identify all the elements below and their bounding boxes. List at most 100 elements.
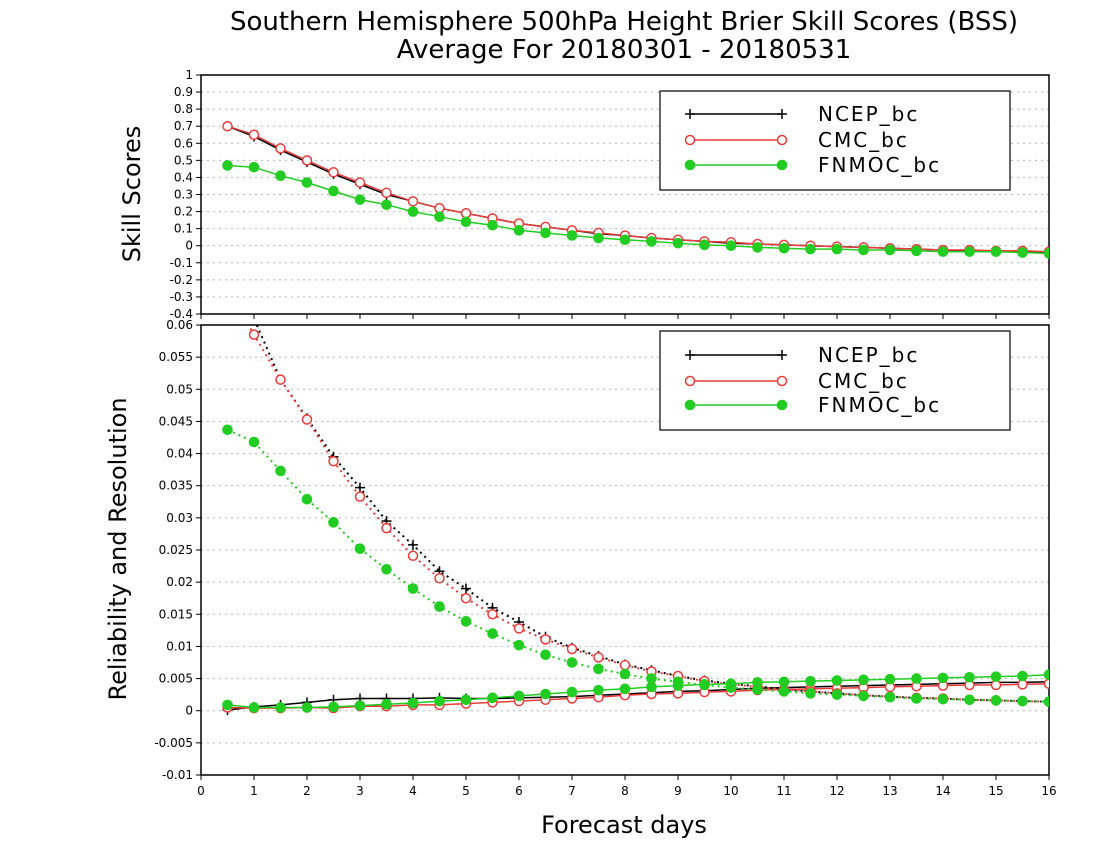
data-point — [725, 682, 737, 693]
x-tick-label: 12 — [829, 784, 844, 798]
data-point — [937, 246, 949, 257]
x-tick-label: 9 — [674, 784, 682, 798]
data-point — [990, 695, 1002, 706]
y-tick-label: 0.04 — [166, 447, 193, 461]
data-point — [407, 550, 419, 562]
data-point — [593, 652, 604, 663]
data-point — [381, 199, 392, 211]
x-tick-label: 6 — [515, 784, 523, 798]
data-point — [672, 237, 684, 249]
y-tick-label: 0.035 — [159, 479, 193, 493]
data-point — [328, 701, 339, 713]
data-point — [858, 244, 869, 256]
data-point — [937, 672, 949, 684]
y-tick-label: 0.045 — [159, 414, 193, 428]
data-point — [990, 246, 1002, 257]
x-tick-label: 3 — [356, 784, 364, 798]
legend-marker — [685, 109, 695, 119]
data-point — [487, 219, 498, 231]
data-point — [540, 649, 551, 661]
data-point — [911, 245, 922, 257]
data-point — [540, 227, 551, 239]
x-tick-label: 15 — [988, 784, 1003, 798]
data-point — [407, 697, 419, 709]
data-point — [354, 700, 366, 711]
data-point — [434, 211, 445, 222]
data-point — [407, 206, 419, 217]
y-tick-label: 0.3 — [174, 188, 193, 202]
data-point — [540, 688, 551, 700]
data-point — [699, 679, 710, 691]
data-point — [328, 185, 339, 197]
data-point — [275, 170, 286, 182]
y-tick-label: 0.05 — [166, 382, 193, 396]
y-tick-label: 0.1 — [174, 222, 193, 236]
legend-marker — [777, 350, 787, 360]
data-point — [328, 167, 339, 178]
data-point — [964, 246, 975, 257]
data-point — [381, 522, 392, 534]
y-tick-label: 0.025 — [159, 543, 193, 557]
legend-marker — [684, 159, 696, 171]
data-point — [407, 196, 419, 207]
y-axis-title-skill-scores: Skill Scores — [118, 126, 146, 263]
data-point — [513, 225, 525, 236]
data-point — [884, 673, 896, 685]
y-tick-label: 0 — [185, 704, 193, 718]
legend-marker — [684, 375, 696, 387]
x-tick-label: 4 — [409, 784, 417, 798]
x-tick-label: 2 — [303, 784, 311, 798]
y-tick-label: 0.5 — [174, 153, 193, 167]
data-point — [1043, 669, 1049, 681]
data-point — [301, 155, 313, 166]
data-point — [328, 517, 339, 528]
y-tick-label: -0.005 — [154, 736, 193, 750]
y-tick-label: 0.8 — [174, 102, 193, 116]
x-tick-label: 7 — [568, 784, 576, 798]
data-point — [275, 143, 286, 154]
data-point — [1017, 247, 1028, 258]
data-point — [275, 465, 286, 477]
data-point — [487, 692, 498, 704]
data-point — [911, 673, 922, 684]
data-point — [593, 232, 604, 244]
legend-label: FNMOC_bc — [818, 153, 941, 177]
y-tick-label: 0.02 — [166, 575, 193, 589]
legend-marker — [776, 134, 788, 146]
data-point — [646, 236, 657, 247]
data-point — [487, 609, 498, 620]
data-point — [566, 657, 578, 668]
data-point — [593, 684, 604, 696]
data-point — [805, 688, 816, 699]
data-point — [1043, 248, 1049, 259]
data-point — [222, 160, 233, 171]
y-tick-label: 0.4 — [174, 170, 193, 184]
x-tick-label: 11 — [776, 784, 791, 798]
data-point — [222, 699, 233, 711]
x-tick-label: 5 — [462, 784, 470, 798]
x-tick-label: 0 — [197, 784, 205, 798]
skill-scores-panel: Skill Scores -0.4 -0.3 -0.2 -0.1 0 0.1 0.2 0.3 0… — [118, 68, 1050, 321]
y-tick-label: 0.06 — [166, 318, 193, 332]
data-point — [540, 634, 551, 645]
data-point — [699, 239, 710, 251]
data-point — [964, 694, 975, 706]
data-point — [990, 671, 1002, 682]
data-point — [593, 663, 604, 675]
x-tick-label: 13 — [882, 784, 897, 798]
legend-label: NCEP_bc — [818, 343, 919, 367]
data-point — [434, 573, 445, 584]
data-point — [248, 329, 260, 340]
data-point — [460, 592, 472, 604]
data-point — [328, 456, 339, 467]
data-point — [381, 187, 392, 199]
data-point — [381, 698, 392, 710]
y-tick-label: -0.3 — [170, 290, 193, 304]
series-line-fnmoc-bc — [227, 428, 1049, 703]
data-point — [354, 194, 366, 205]
y-tick-label: 0.005 — [159, 672, 193, 686]
series-group — [222, 325, 1049, 716]
data-point — [513, 639, 525, 651]
legend-marker — [777, 109, 787, 119]
